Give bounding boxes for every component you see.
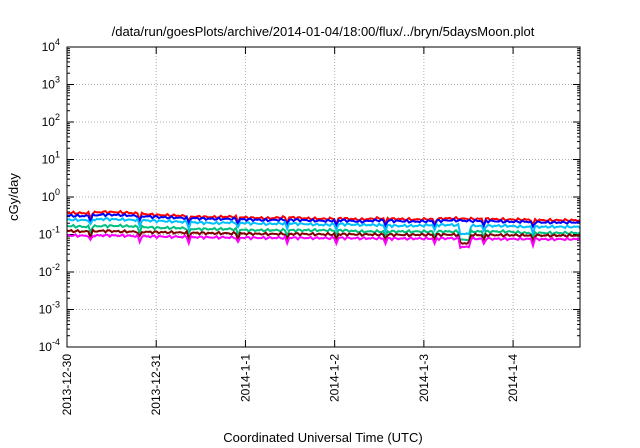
y-tick-label: 10-3: [39, 300, 60, 317]
series-line: [66, 212, 581, 231]
x-tick-labels: 2013-12-30 2013-12-31 2014-1-1 2014-1-2 2014…: [60, 354, 520, 416]
y-tick-label: 10-2: [39, 262, 60, 279]
x-tick-label: 2014-1-4: [506, 354, 520, 402]
grid: [66, 46, 580, 348]
y-tick-label: 10-4: [39, 337, 60, 354]
series-group: [66, 209, 581, 250]
y-tick-label: 104: [42, 37, 60, 54]
x-tick-label: 2013-12-30: [60, 354, 74, 416]
series-line: [66, 223, 581, 243]
series-line: [66, 232, 581, 250]
x-tick-label: 2014-1-2: [328, 354, 342, 402]
x-tick-label: 2014-1-1: [238, 354, 252, 402]
series-line: [66, 228, 581, 245]
y-tick-labels: 10-4 10-3 10-2 10-1 100 101 102 103 104: [39, 37, 60, 354]
y-tick-label: 100: [42, 187, 60, 204]
plot-frame: [66, 46, 581, 348]
y-tick-label: 103: [42, 75, 60, 92]
series-line: [66, 216, 581, 238]
x-axis-label: Coordinated Universal Time (UTC): [223, 430, 422, 445]
y-tick-label: 101: [42, 150, 60, 167]
series-line: [66, 209, 581, 229]
y-tick-label: 10-1: [39, 225, 60, 242]
chart-title: /data/run/goesPlots/archive/2014-01-04/1…: [112, 24, 535, 39]
x-tick-label: 2013-12-31: [149, 354, 163, 416]
y-tick-label: 102: [42, 112, 60, 129]
x-tick-label: 2014-1-3: [417, 354, 431, 402]
y-axis-label: cGy/day: [6, 173, 21, 221]
